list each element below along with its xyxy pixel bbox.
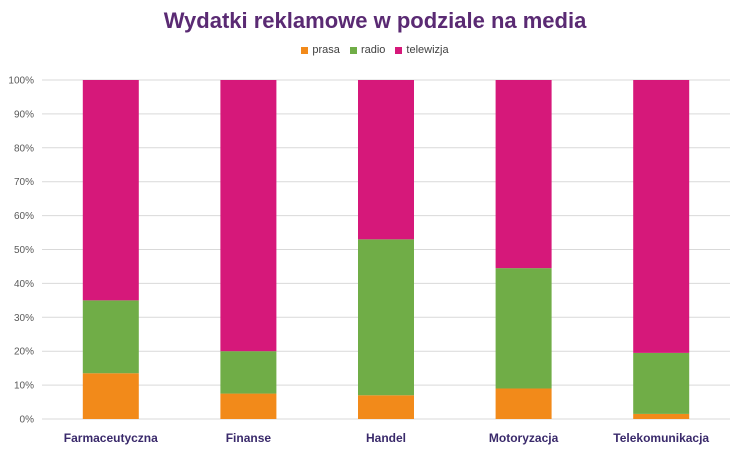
bar-segment-radio xyxy=(633,352,690,414)
y-tick-label: 70% xyxy=(14,177,34,188)
legend-item-telewizja: telewizja xyxy=(395,44,449,56)
y-tick-label: 50% xyxy=(14,245,34,256)
legend-swatch-telewizja xyxy=(395,46,403,54)
legend-label-telewizja: telewizja xyxy=(406,44,449,56)
bar-segment-radio xyxy=(358,239,414,396)
legend-item-prasa: prasa xyxy=(301,44,340,56)
x-category-label: Farmaceutyczna xyxy=(64,431,158,445)
y-tick-label: 30% xyxy=(14,313,34,324)
bar-segment-prasa xyxy=(495,388,552,419)
bar-segment-prasa xyxy=(82,373,139,419)
legend-swatch-radio xyxy=(349,46,357,54)
y-tick-label: 100% xyxy=(8,76,34,87)
bar-segment-radio xyxy=(220,351,277,394)
x-category-label: Telekomunikacja xyxy=(613,431,709,445)
bar-segment-radio xyxy=(495,268,552,389)
y-tick-label: 20% xyxy=(14,347,34,358)
bar-segment-prasa xyxy=(358,395,414,419)
legend-swatch-prasa xyxy=(301,46,309,54)
bar-segment-telewizja xyxy=(220,80,277,352)
legend-label-radio: radio xyxy=(360,44,386,56)
x-category-label: Handel xyxy=(366,431,406,445)
bar-segment-prasa xyxy=(633,413,690,419)
bar-segment-telewizja xyxy=(495,80,552,269)
x-category-label: Motoryzacja xyxy=(489,431,559,445)
y-tick-label: 80% xyxy=(14,143,34,154)
y-tick-label: 10% xyxy=(14,381,34,392)
bar-segment-telewizja xyxy=(358,80,414,240)
y-tick-label: 60% xyxy=(14,211,34,222)
bar-segment-telewizja xyxy=(82,80,139,301)
x-category-label: Finanse xyxy=(226,431,272,445)
bar-segment-prasa xyxy=(220,393,277,419)
y-tick-label: 0% xyxy=(20,415,35,426)
legend-label-prasa: prasa xyxy=(312,44,340,56)
bar-segment-telewizja xyxy=(633,80,690,353)
legend: prasa radio telewizja xyxy=(0,44,750,56)
legend-item-radio: radio xyxy=(349,44,386,56)
chart-title: Wydatki reklamowe w podziale na media xyxy=(163,8,587,33)
y-tick-label: 90% xyxy=(14,109,34,120)
bar-segment-radio xyxy=(82,300,139,374)
y-tick-label: 40% xyxy=(14,279,34,290)
